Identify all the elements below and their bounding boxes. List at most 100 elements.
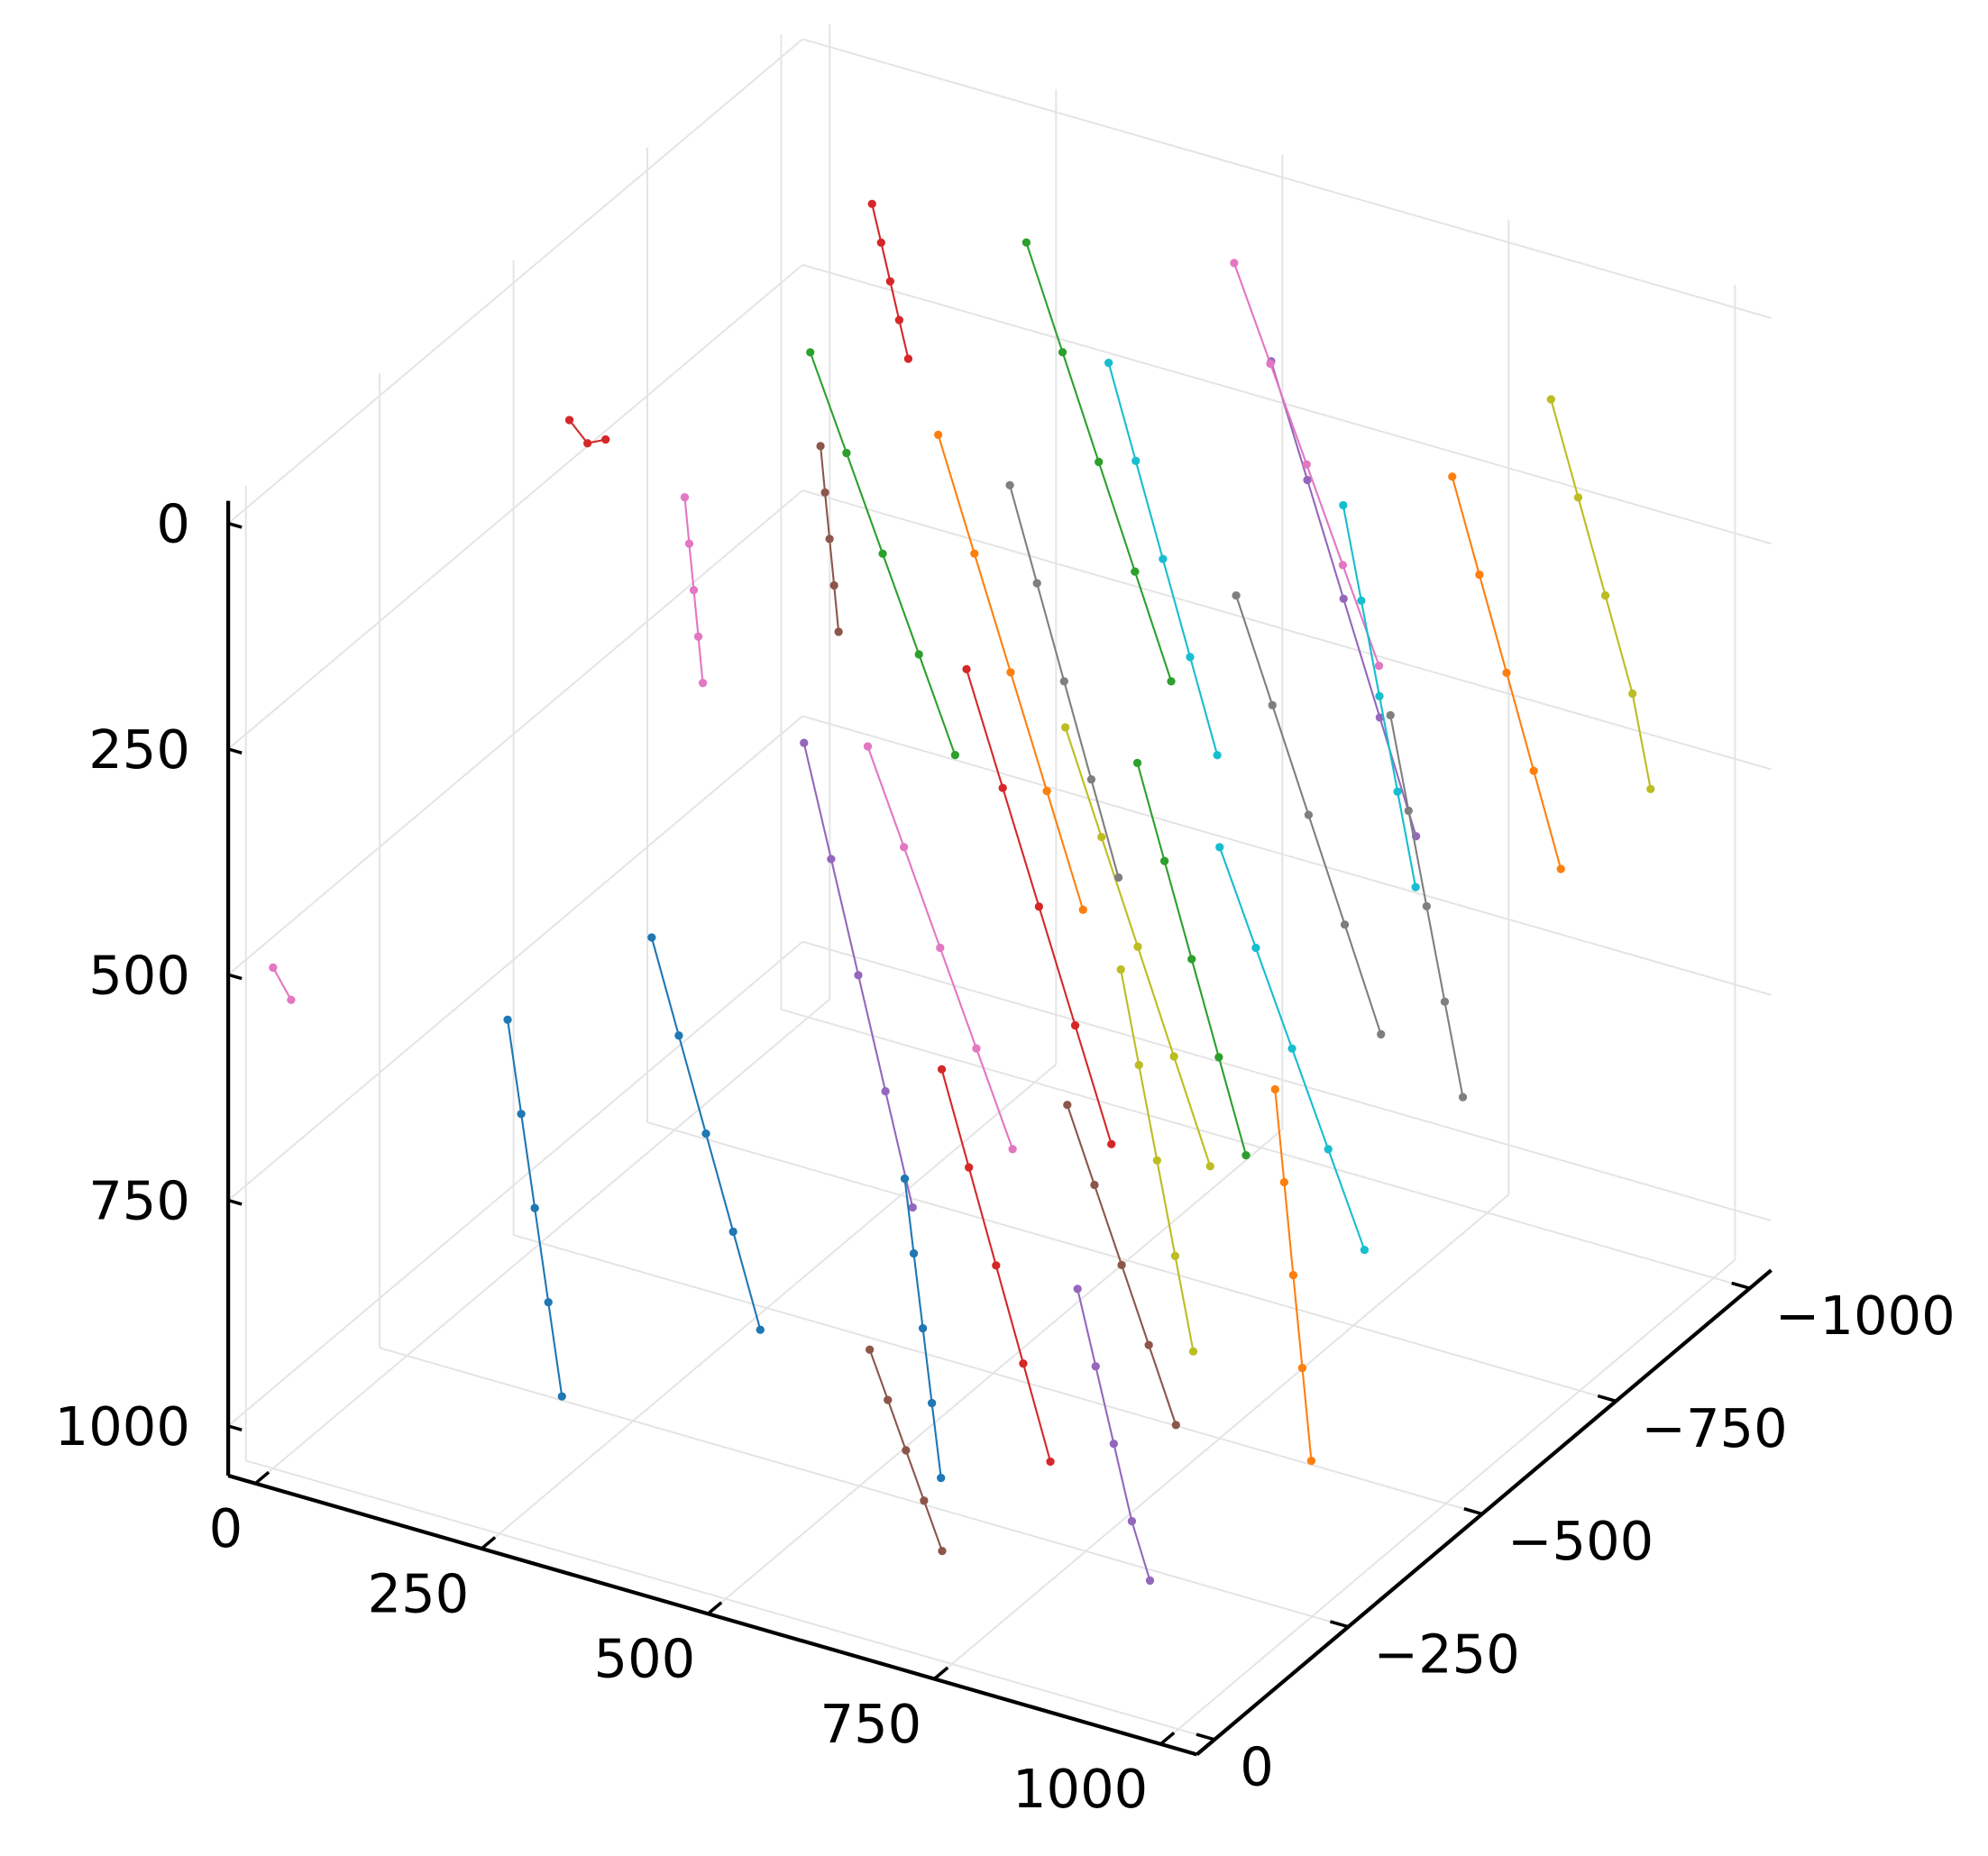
trajectory — [962, 664, 1116, 1148]
z-tick — [227, 1198, 243, 1206]
point — [564, 416, 574, 425]
z-tick-label: 0 — [156, 493, 190, 555]
point — [825, 535, 834, 544]
point — [1169, 1052, 1178, 1061]
point — [756, 1325, 765, 1334]
point — [1270, 1084, 1279, 1094]
x-tick — [933, 1666, 949, 1680]
trajectory — [1546, 395, 1655, 794]
x-tick-label: 250 — [368, 1562, 470, 1624]
point — [1306, 1456, 1316, 1466]
trajectory — [900, 1174, 946, 1483]
grid-line — [802, 489, 1772, 771]
point — [1145, 1576, 1155, 1586]
point — [914, 650, 923, 659]
y-tick-label: −750 — [1641, 1397, 1787, 1459]
grid-line — [933, 1193, 1509, 1680]
x-tick — [707, 1601, 723, 1615]
z-tick-label: 250 — [88, 718, 190, 781]
trajectory — [1005, 480, 1123, 882]
point — [1070, 1020, 1080, 1030]
point — [900, 1174, 910, 1184]
grid-line — [802, 263, 1772, 545]
point — [881, 1087, 890, 1096]
point — [1214, 1053, 1223, 1062]
point — [962, 664, 971, 674]
point — [806, 348, 815, 357]
point — [1287, 1044, 1296, 1053]
trajectory — [1230, 259, 1384, 671]
grid-line — [227, 715, 803, 1202]
point — [1133, 942, 1142, 951]
point — [938, 1546, 947, 1556]
point — [918, 1323, 928, 1333]
point — [689, 586, 699, 595]
point — [1422, 901, 1432, 910]
point — [544, 1298, 553, 1307]
point — [1404, 806, 1413, 816]
point — [1266, 359, 1275, 369]
point — [1188, 1347, 1198, 1356]
point — [1132, 758, 1142, 768]
point — [876, 238, 885, 247]
y-tick — [1196, 1733, 1215, 1742]
point — [1086, 775, 1096, 784]
y-tick-label: −250 — [1374, 1623, 1520, 1685]
point — [992, 1261, 1001, 1270]
point — [842, 448, 851, 458]
y-tick — [1731, 1281, 1751, 1290]
grid-line — [227, 264, 803, 750]
point — [1375, 713, 1385, 722]
z-tick — [227, 1424, 243, 1431]
point — [1117, 1260, 1126, 1269]
point — [1134, 1060, 1143, 1070]
x-tick-label: 0 — [209, 1497, 243, 1559]
point — [937, 1473, 946, 1483]
grid-line — [802, 940, 1772, 1222]
y-axis — [1196, 1268, 1773, 1756]
trajectory — [1270, 1084, 1316, 1466]
point — [1034, 902, 1044, 911]
point — [1268, 700, 1277, 709]
point — [1357, 596, 1366, 606]
grid-line — [646, 1121, 1617, 1403]
point — [684, 539, 694, 548]
point — [920, 1496, 929, 1505]
point — [728, 1227, 737, 1237]
z-tick — [227, 973, 243, 981]
y-tick — [1463, 1507, 1483, 1516]
point — [970, 549, 979, 558]
point — [854, 971, 863, 980]
point — [1090, 1180, 1099, 1190]
y-tick-label: −500 — [1507, 1510, 1654, 1572]
point — [1556, 864, 1565, 873]
point — [1078, 905, 1087, 914]
x-axis — [227, 1473, 1198, 1757]
point — [1032, 579, 1041, 588]
z-tick-label: 1000 — [55, 1395, 190, 1458]
x-tick-label: 750 — [820, 1693, 922, 1755]
point — [674, 1031, 683, 1040]
grid-line — [513, 1234, 1483, 1515]
trajectory — [1073, 1285, 1155, 1586]
point — [867, 199, 876, 208]
x-tick — [481, 1536, 497, 1550]
grid-line — [227, 489, 803, 976]
point — [1131, 567, 1140, 576]
point — [1411, 882, 1420, 891]
point — [1646, 784, 1655, 794]
point — [1005, 480, 1014, 489]
trajectory — [816, 442, 843, 636]
point — [701, 1129, 710, 1138]
point — [937, 1065, 947, 1074]
point — [1386, 710, 1395, 720]
point — [1375, 691, 1384, 700]
point — [1440, 997, 1450, 1006]
point — [1171, 1421, 1180, 1430]
point — [1458, 1093, 1468, 1102]
grid-line — [254, 998, 830, 1485]
point — [1215, 843, 1224, 852]
point — [1502, 668, 1511, 677]
